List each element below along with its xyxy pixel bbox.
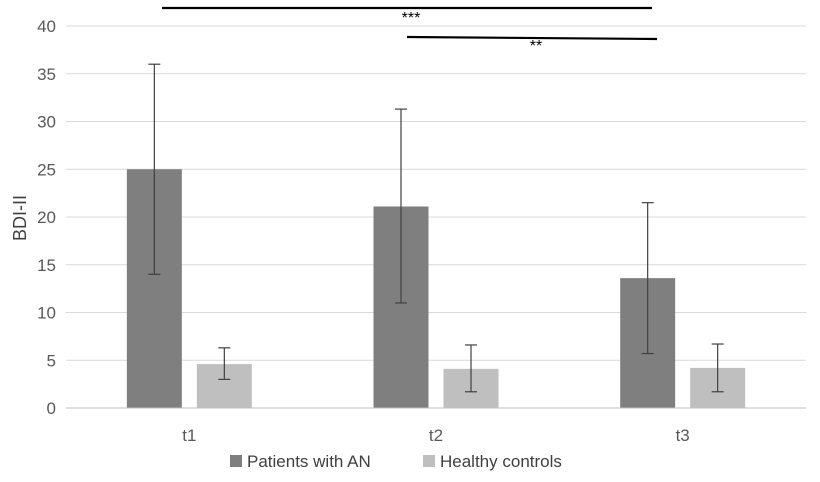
y-tick-label: 10 xyxy=(37,304,56,323)
x-tick-label: t1 xyxy=(182,426,196,445)
bars xyxy=(126,169,746,408)
legend-label: Healthy controls xyxy=(440,452,562,471)
y-tick-label: 15 xyxy=(37,256,56,275)
legend-label: Patients with AN xyxy=(247,452,371,471)
significance-line xyxy=(406,35,658,41)
axes: 0 5 10 15 20 25 30 35 40 t1 t2 t3 xyxy=(37,17,806,445)
legend: Patients with AN Healthy controls xyxy=(230,452,562,471)
x-tick-label: t3 xyxy=(676,426,690,445)
significance-label: ** xyxy=(530,38,542,55)
y-tick-label: 0 xyxy=(47,399,56,418)
y-axis-title: BDI-II xyxy=(10,195,30,241)
y-tick-label: 30 xyxy=(37,113,56,132)
y-tick-label: 20 xyxy=(37,208,56,227)
error-bars xyxy=(148,63,724,393)
y-tick-label: 25 xyxy=(37,160,56,179)
legend-swatch xyxy=(230,455,242,467)
legend-swatch xyxy=(423,455,435,467)
y-tick-label: 5 xyxy=(47,351,56,370)
significance-label: *** xyxy=(402,10,421,27)
x-tick-label: t2 xyxy=(429,426,443,445)
significance-annotations: ***** xyxy=(162,6,658,55)
y-tick-label: 35 xyxy=(37,65,56,84)
gridlines xyxy=(66,25,806,361)
y-tick-label: 40 xyxy=(37,17,56,36)
